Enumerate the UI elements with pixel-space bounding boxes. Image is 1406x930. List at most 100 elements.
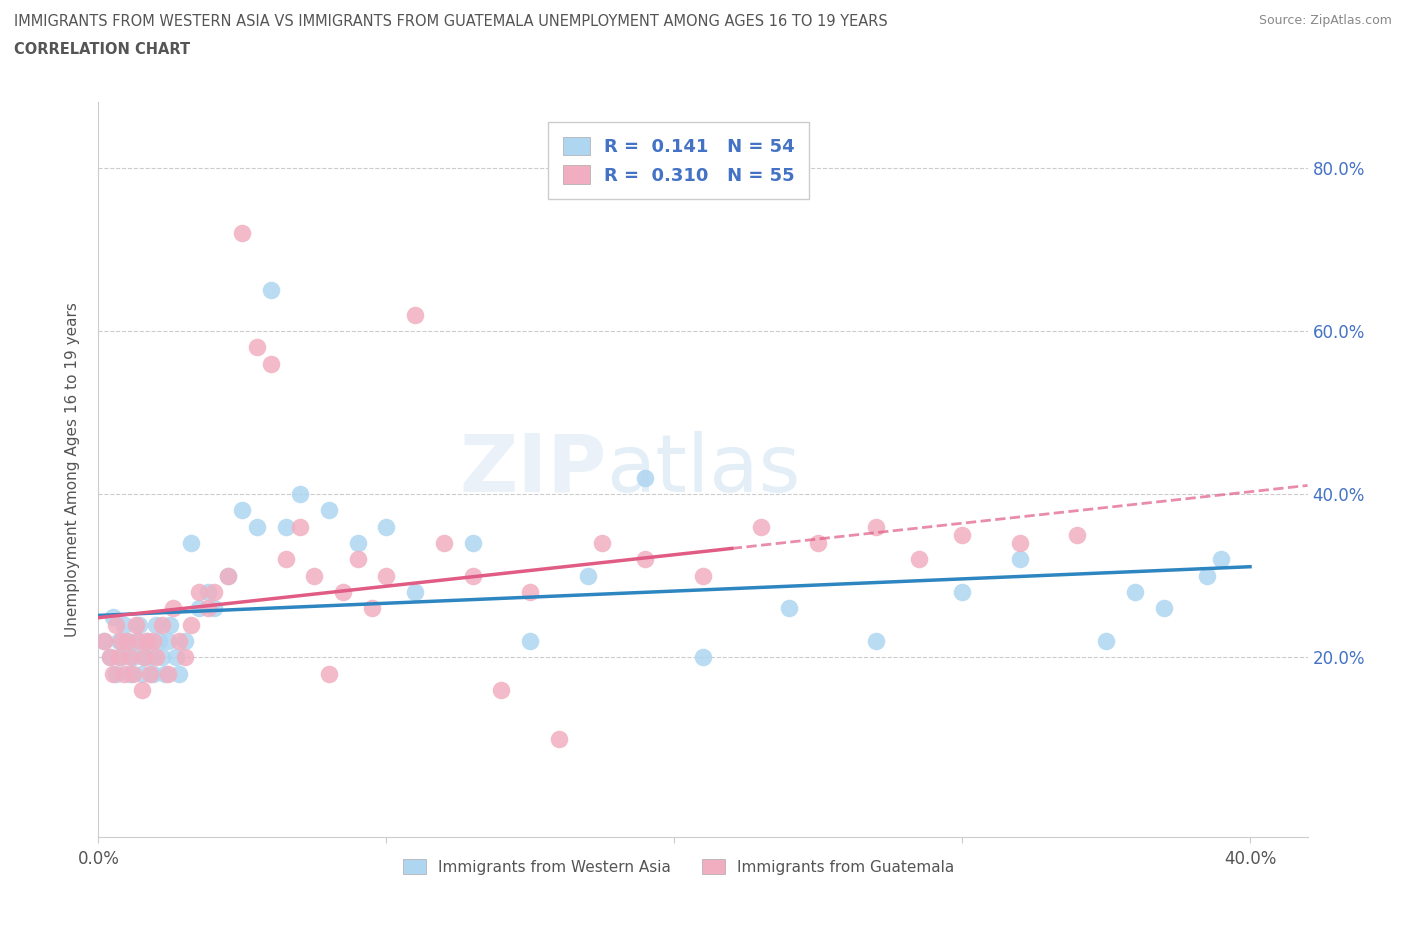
Point <box>120 650 142 665</box>
Point <box>173 650 195 665</box>
Point <box>1008 536 1031 551</box>
Point <box>865 519 887 534</box>
Point <box>231 503 253 518</box>
Point <box>950 585 973 600</box>
Point <box>165 650 187 665</box>
Point <box>93 633 115 648</box>
Point <box>167 633 190 648</box>
Point <box>433 536 456 551</box>
Point <box>375 519 398 534</box>
Point <box>260 283 283 298</box>
Text: IMMIGRANTS FROM WESTERN ASIA VS IMMIGRANTS FROM GUATEMALA UNEMPLOYMENT AMONG AGE: IMMIGRANTS FROM WESTERN ASIA VS IMMIGRAN… <box>14 14 887 29</box>
Point <box>304 568 326 583</box>
Point <box>375 568 398 583</box>
Point <box>332 585 354 600</box>
Point <box>122 666 145 681</box>
Legend: Immigrants from Western Asia, Immigrants from Guatemala: Immigrants from Western Asia, Immigrants… <box>398 853 960 881</box>
Point <box>692 650 714 665</box>
Point <box>112 618 135 632</box>
Point <box>134 650 156 665</box>
Point <box>180 536 202 551</box>
Point <box>134 650 156 665</box>
Point <box>139 666 162 681</box>
Point <box>1195 568 1218 583</box>
Point <box>634 552 657 567</box>
Point <box>548 732 571 747</box>
Point <box>692 568 714 583</box>
Point <box>128 633 150 648</box>
Point <box>950 527 973 542</box>
Point <box>260 356 283 371</box>
Point <box>110 650 132 665</box>
Point <box>167 666 190 681</box>
Point <box>865 633 887 648</box>
Point <box>128 618 150 632</box>
Point <box>104 666 127 681</box>
Point <box>361 601 384 616</box>
Point <box>156 633 179 648</box>
Point <box>404 307 426 322</box>
Point <box>150 618 173 632</box>
Point <box>217 568 239 583</box>
Point <box>246 519 269 534</box>
Point <box>136 633 159 648</box>
Point <box>288 486 311 501</box>
Point <box>122 650 145 665</box>
Point <box>491 683 513 698</box>
Point <box>274 552 297 567</box>
Point <box>778 601 800 616</box>
Point <box>142 633 165 648</box>
Point <box>107 650 129 665</box>
Point <box>188 601 211 616</box>
Point <box>1153 601 1175 616</box>
Point <box>217 568 239 583</box>
Point <box>115 633 138 648</box>
Point <box>159 618 181 632</box>
Point <box>173 633 195 648</box>
Point <box>131 683 153 698</box>
Point <box>246 339 269 354</box>
Point <box>1211 552 1233 567</box>
Point <box>288 519 311 534</box>
Point <box>131 666 153 681</box>
Point <box>162 601 184 616</box>
Point <box>1066 527 1088 542</box>
Point <box>145 618 167 632</box>
Point <box>519 633 541 648</box>
Point <box>1008 552 1031 567</box>
Point <box>120 666 142 681</box>
Point <box>1123 585 1146 600</box>
Point <box>346 536 368 551</box>
Point <box>153 666 176 681</box>
Text: Source: ZipAtlas.com: Source: ZipAtlas.com <box>1258 14 1392 27</box>
Point <box>461 536 484 551</box>
Point <box>148 633 170 648</box>
Point <box>98 650 121 665</box>
Point <box>202 585 225 600</box>
Point <box>101 609 124 624</box>
Point <box>318 666 340 681</box>
Point <box>749 519 772 534</box>
Point <box>519 585 541 600</box>
Point <box>101 666 124 681</box>
Point <box>145 650 167 665</box>
Point <box>202 601 225 616</box>
Point <box>136 633 159 648</box>
Point <box>142 666 165 681</box>
Point <box>104 618 127 632</box>
Point <box>125 618 148 632</box>
Point <box>156 666 179 681</box>
Point <box>110 633 132 648</box>
Point <box>908 552 931 567</box>
Point <box>112 666 135 681</box>
Point <box>591 536 613 551</box>
Point <box>576 568 599 583</box>
Point <box>231 225 253 240</box>
Text: ZIP: ZIP <box>458 431 606 509</box>
Point <box>346 552 368 567</box>
Y-axis label: Unemployment Among Ages 16 to 19 years: Unemployment Among Ages 16 to 19 years <box>65 302 80 637</box>
Text: atlas: atlas <box>606 431 800 509</box>
Point <box>115 633 138 648</box>
Point <box>150 650 173 665</box>
Point <box>188 585 211 600</box>
